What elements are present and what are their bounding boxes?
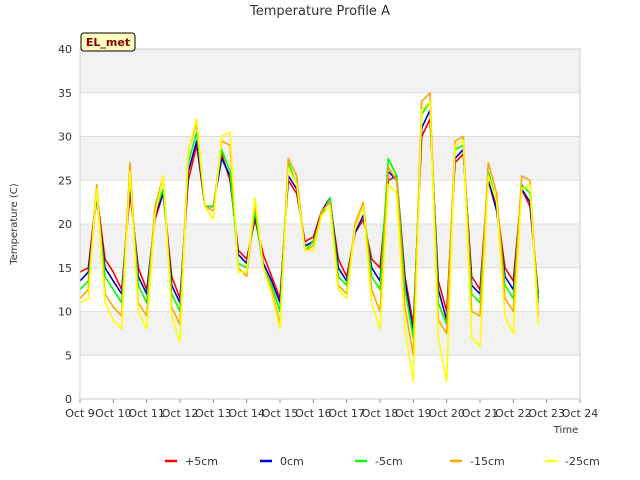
series-line--25cm xyxy=(79,100,540,383)
series-lines xyxy=(79,92,540,383)
y-tick-label: 40 xyxy=(58,43,72,56)
x-tick-label: Oct 21 xyxy=(462,407,499,420)
grid-band xyxy=(80,355,580,399)
x-tick-label: Oct 15 xyxy=(262,407,299,420)
station-badge-label: EL_met xyxy=(86,36,130,49)
legend-label: -25cm xyxy=(565,455,600,468)
x-tick-label: Oct 16 xyxy=(295,407,332,420)
legend-label: 0cm xyxy=(280,455,304,468)
x-tick-label: Oct 17 xyxy=(328,407,365,420)
x-axis-label: Time xyxy=(553,425,578,436)
grid-band xyxy=(80,92,580,137)
x-tick-label: Oct 18 xyxy=(362,407,399,420)
plot-border xyxy=(79,48,581,400)
grid-band xyxy=(80,224,580,268)
x-tick-label: Oct 13 xyxy=(195,407,232,420)
x-tick-label: Oct 12 xyxy=(162,407,199,420)
x-tick-label: Oct 19 xyxy=(395,407,432,420)
y-axis-ticks: 0 5 10 15 20 25 30 35 40 xyxy=(58,43,72,406)
x-tick-label: Oct 11 xyxy=(128,407,165,420)
legend-label: +5cm xyxy=(185,455,218,468)
y-tick-label: 25 xyxy=(58,174,72,187)
series-line--15cm xyxy=(79,92,540,357)
x-tick-label: Oct 10 xyxy=(95,407,132,420)
grid-band xyxy=(80,311,580,356)
legend-label: -5cm xyxy=(375,455,403,468)
x-tick-label: Oct 9 xyxy=(65,407,95,420)
grid-band xyxy=(80,49,580,93)
y-tick-label: 30 xyxy=(58,131,72,144)
grid-band xyxy=(80,267,580,312)
y-tick-label: 35 xyxy=(58,87,72,100)
y-axis-label: Temperature (C) xyxy=(9,183,20,265)
x-tick-label: Oct 20 xyxy=(428,407,465,420)
y-tick-label: 5 xyxy=(65,349,72,362)
x-tick-label: Oct 23 xyxy=(528,407,565,420)
x-tick-label: Oct 22 xyxy=(495,407,532,420)
legend: +5cm 0cm -5cm -15cm -25cm xyxy=(165,455,600,468)
y-tick-label: 0 xyxy=(65,393,72,406)
station-badge: EL_met xyxy=(80,32,136,52)
x-tick-label: Oct 14 xyxy=(228,407,265,420)
legend-label: -15cm xyxy=(470,455,505,468)
y-tick-label: 20 xyxy=(58,218,72,231)
x-tick-label: Oct 24 xyxy=(562,407,599,420)
y-tick-label: 15 xyxy=(58,262,72,275)
station-badge-box xyxy=(80,32,136,52)
grid-band xyxy=(80,136,580,181)
y-tick-label: 10 xyxy=(58,306,72,319)
series-line-+5cm xyxy=(79,118,540,326)
chart-title: Temperature Profile A xyxy=(249,4,390,19)
